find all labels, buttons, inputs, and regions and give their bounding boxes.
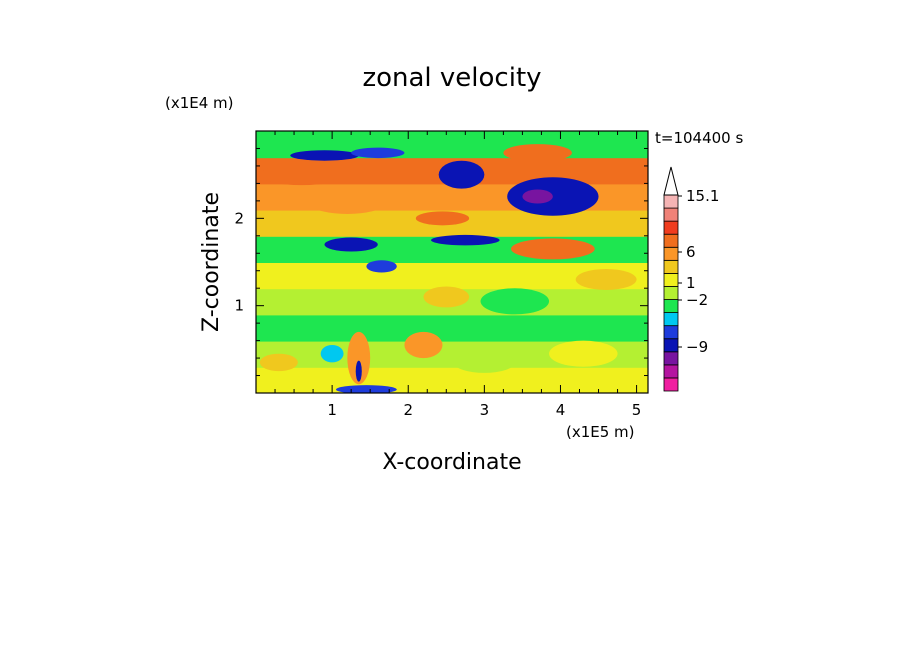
field-feature-2	[290, 150, 359, 161]
x-unit-label: (x1E5 m)	[566, 423, 635, 441]
x-axis-ticks: 1 2 3 4 5	[274, 131, 642, 419]
field-feature-17	[347, 331, 371, 385]
y-unit-label: (x1E4 m)	[165, 94, 234, 112]
colorbar-label-0: 15.1	[686, 187, 719, 205]
field-feature-8	[431, 234, 500, 246]
plot-frame	[255, 130, 649, 394]
field-feature-16	[320, 344, 344, 363]
colorbar-extend-arrow	[663, 166, 679, 196]
field-feature-6	[438, 160, 485, 189]
colorbar-label-3: −2	[686, 291, 708, 309]
field-feature-13	[575, 268, 637, 290]
colorbar-swatch-1	[663, 364, 679, 379]
colorbar-swatch-2	[663, 351, 679, 366]
field-feature-0	[259, 164, 344, 186]
field-feature-1	[313, 196, 382, 214]
colorbar-label-4: −9	[686, 338, 708, 356]
colorbar-swatch-8	[663, 272, 679, 287]
colorbar-swatch-12	[663, 220, 679, 235]
colorbar-swatch-4	[663, 325, 679, 340]
field-feature-14	[259, 353, 298, 372]
field-feature-4	[324, 237, 378, 252]
field-feature-12	[510, 238, 595, 260]
field-feature-22	[480, 288, 550, 315]
colorbar-label-2: 1	[686, 274, 696, 292]
colorbar-swatch-0	[663, 377, 679, 392]
colorbar-swatch-10	[663, 246, 679, 261]
x-axis-label: X-coordinate	[382, 450, 521, 475]
field-feature-18	[355, 360, 362, 382]
colorbar-swatch-11	[663, 233, 679, 248]
colorbar-swatch-5	[663, 312, 679, 327]
x-tick-label-1: 1	[327, 401, 337, 419]
x-tick-label-2: 2	[403, 401, 413, 419]
field-feature-11	[503, 144, 572, 162]
y-tick-label-1: 1	[234, 297, 244, 315]
x-tick-label-4: 4	[556, 401, 566, 419]
field-feature-3	[351, 147, 405, 159]
colorbar: 15.1 6 1−2 −9	[663, 166, 719, 392]
field-feature-21	[549, 340, 618, 367]
colorbar-swatch-7	[663, 286, 679, 300]
field-feature-7	[415, 211, 470, 226]
y-tick-label-2: 2	[234, 209, 244, 227]
field-band-0	[256, 366, 648, 393]
field-band-2	[256, 314, 648, 342]
field-feature-23	[423, 286, 470, 308]
field-feature-5	[366, 260, 397, 273]
field-feature-10	[522, 189, 553, 204]
field-feature-15	[404, 331, 443, 359]
colorbar-swatch-13	[663, 207, 679, 222]
colorbar-swatch-9	[663, 259, 679, 274]
field-feature-20	[453, 351, 515, 373]
chart-title: zonal velocity	[362, 63, 541, 93]
y-axis-label: Z-coordinate	[199, 192, 224, 332]
velocity-field	[256, 131, 648, 393]
x-tick-label-3: 3	[480, 401, 490, 419]
time-label: t=104400 s	[655, 129, 743, 147]
colorbar-swatch-6	[663, 299, 679, 313]
colorbar-swatch-14	[663, 194, 679, 209]
colorbar-label-1: 6	[686, 243, 696, 261]
y-axis-ticks: 12	[234, 147, 648, 377]
colorbar-swatch-3	[663, 338, 679, 353]
x-tick-label-5: 5	[632, 401, 642, 419]
field-feature-9	[507, 177, 599, 216]
